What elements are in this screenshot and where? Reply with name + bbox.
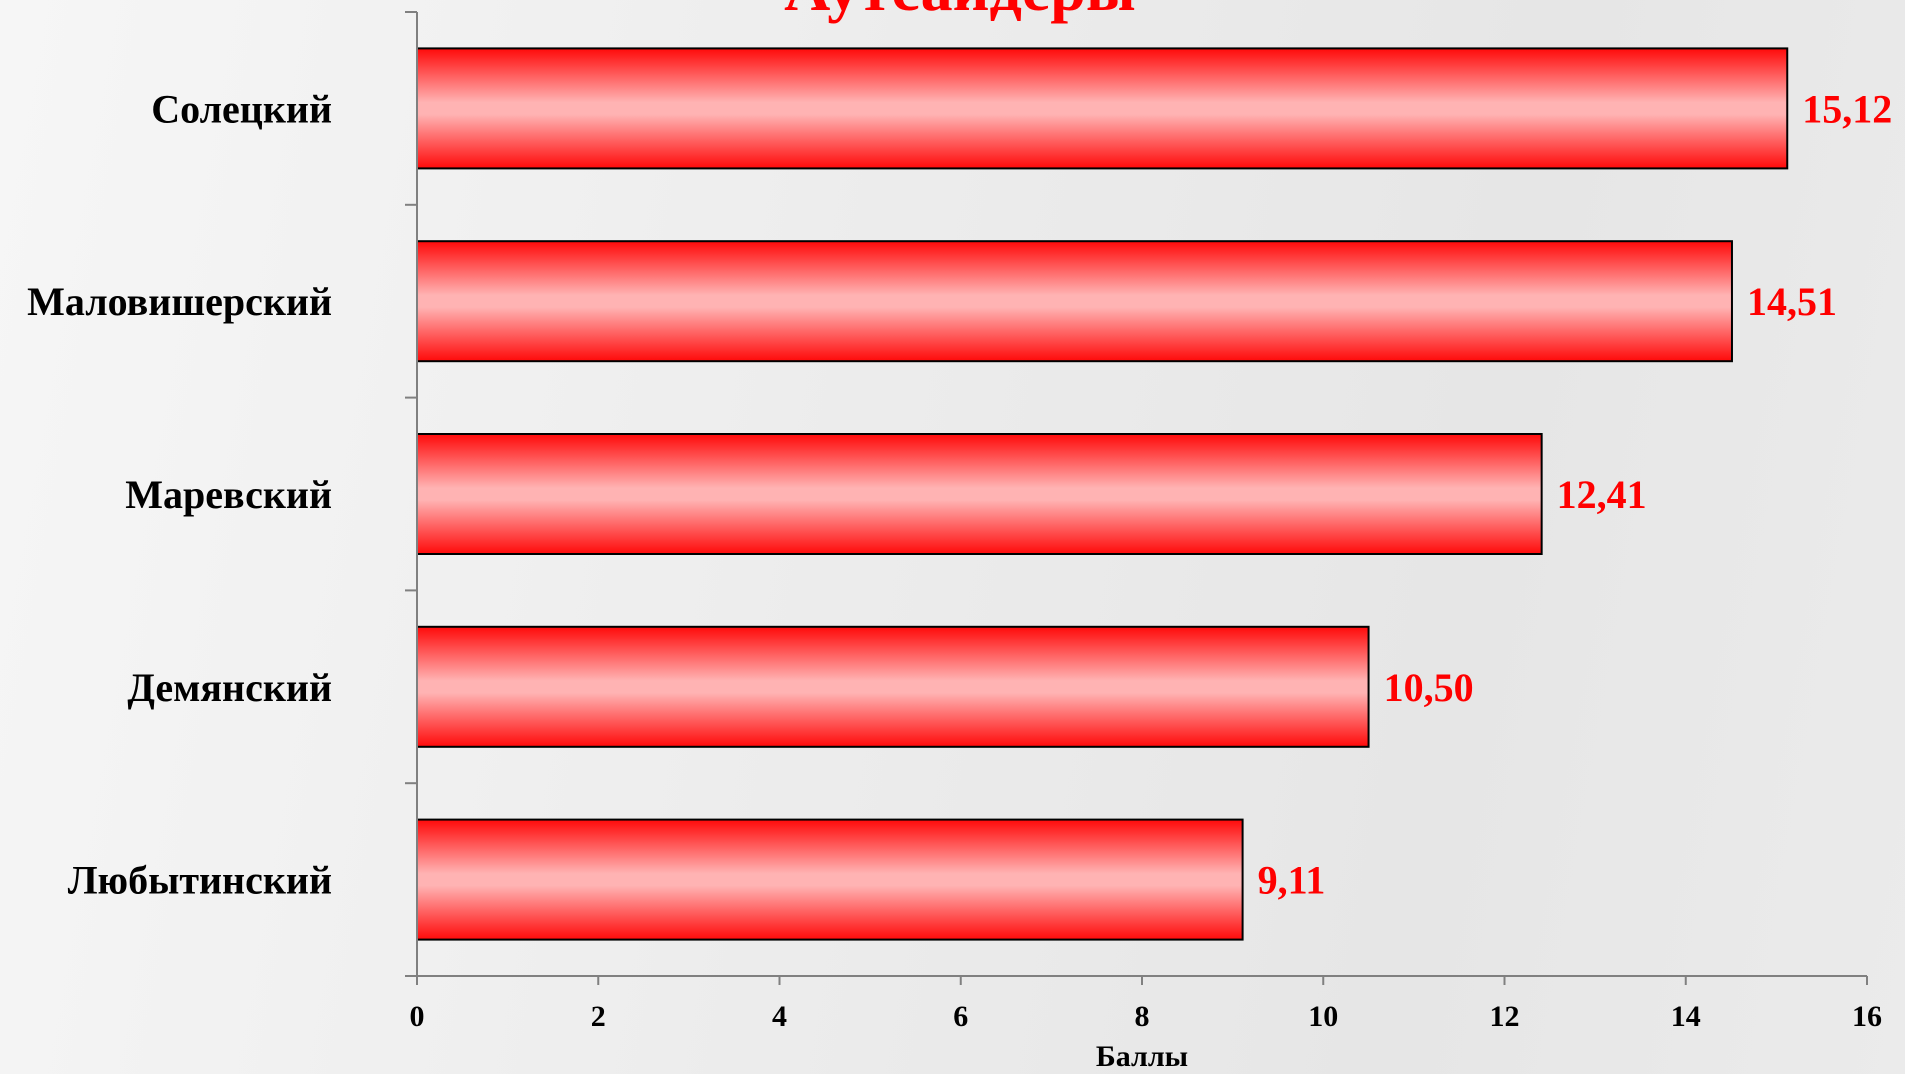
- bar: [416, 818, 1244, 941]
- data-label: 9,11: [1258, 858, 1326, 903]
- bar: [416, 47, 1789, 170]
- data-label: 14,51: [1747, 279, 1837, 324]
- bar: [416, 433, 1543, 555]
- category-label: Демянский: [127, 665, 332, 710]
- data-label: 15,12: [1802, 86, 1892, 131]
- x-tick-label: 12: [1490, 1000, 1520, 1033]
- x-axis-title: Баллы: [1096, 1040, 1188, 1073]
- bar: [416, 625, 1370, 748]
- x-tick-label: 8: [1135, 1000, 1150, 1033]
- x-tick-label: 2: [591, 1000, 606, 1033]
- chart-title: Аутсайдеры: [784, 0, 1136, 24]
- category-label: Маловишерский: [27, 279, 332, 324]
- category-label: Маревский: [125, 472, 332, 517]
- x-tick-label: 10: [1308, 1000, 1338, 1033]
- axes-layer: 0 2 4 6 8 10 12 14 16: [405, 11, 1882, 1033]
- category-label: Солецкий: [151, 86, 332, 131]
- x-tick-label: 6: [953, 1000, 968, 1033]
- x-tick-label: 14: [1671, 1000, 1701, 1033]
- bar: [416, 240, 1733, 363]
- x-tick-label: 16: [1852, 1000, 1882, 1033]
- x-tick-label: 0: [410, 1000, 425, 1033]
- data-label: 12,41: [1557, 472, 1647, 517]
- data-label: 10,50: [1384, 665, 1474, 710]
- category-label: Любытинский: [68, 858, 332, 903]
- x-tick-label: 4: [772, 1000, 787, 1033]
- bars-layer: Солецкий 15,12 Маловишерский 14,51 Маревский…: [27, 47, 1892, 941]
